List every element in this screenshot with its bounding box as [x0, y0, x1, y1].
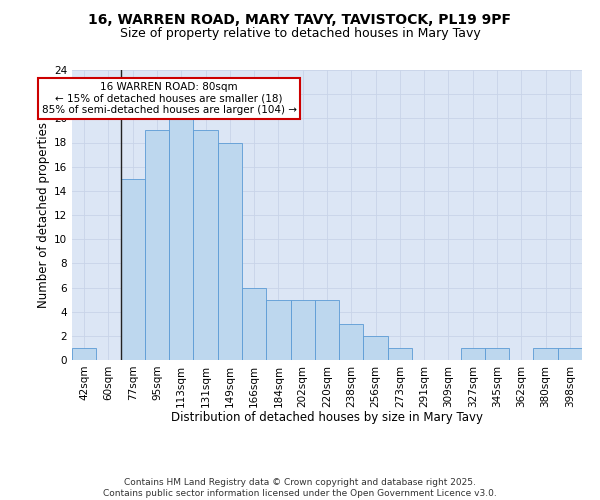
Bar	[290, 300, 315, 360]
Bar	[121, 179, 145, 360]
Bar	[364, 336, 388, 360]
Bar	[218, 142, 242, 360]
Bar	[242, 288, 266, 360]
Text: Size of property relative to detached houses in Mary Tavy: Size of property relative to detached ho…	[119, 28, 481, 40]
Bar	[339, 324, 364, 360]
Bar	[558, 348, 582, 360]
Bar	[145, 130, 169, 360]
Bar	[533, 348, 558, 360]
Bar	[169, 118, 193, 360]
Bar	[485, 348, 509, 360]
Bar	[315, 300, 339, 360]
Text: 16, WARREN ROAD, MARY TAVY, TAVISTOCK, PL19 9PF: 16, WARREN ROAD, MARY TAVY, TAVISTOCK, P…	[89, 12, 511, 26]
Bar	[266, 300, 290, 360]
Text: Contains HM Land Registry data © Crown copyright and database right 2025.
Contai: Contains HM Land Registry data © Crown c…	[103, 478, 497, 498]
Y-axis label: Number of detached properties: Number of detached properties	[37, 122, 50, 308]
Bar	[461, 348, 485, 360]
Bar	[72, 348, 96, 360]
Bar	[193, 130, 218, 360]
Bar	[388, 348, 412, 360]
Text: 16 WARREN ROAD: 80sqm
← 15% of detached houses are smaller (18)
85% of semi-deta: 16 WARREN ROAD: 80sqm ← 15% of detached …	[41, 82, 296, 116]
X-axis label: Distribution of detached houses by size in Mary Tavy: Distribution of detached houses by size …	[171, 411, 483, 424]
